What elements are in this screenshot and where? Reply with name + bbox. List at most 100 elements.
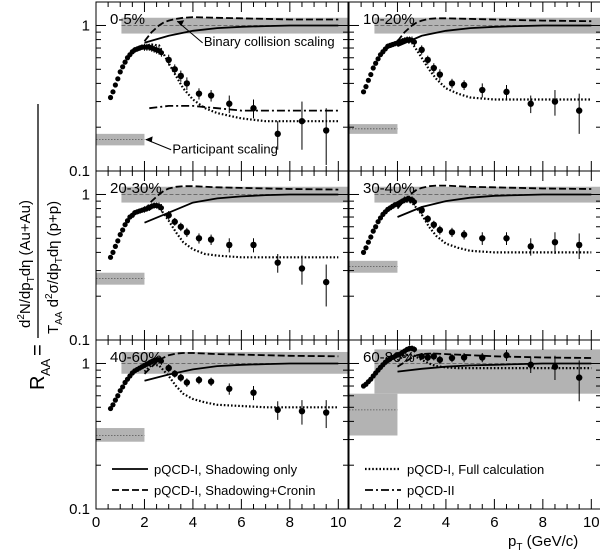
data-point [436,71,444,78]
data-point [322,409,330,416]
data-point [527,100,534,107]
y-tick-label: 0.1 [69,501,90,518]
data-point [207,378,215,385]
binary-scaling-band [121,351,348,374]
data-point [250,105,257,112]
data-point [177,223,185,230]
data-point [418,353,425,360]
data-point [115,393,121,399]
ylabel-equals: = [27,344,49,356]
data-point [112,82,118,88]
panel-grid: 0.1 1 0-5% Binary collision scaling Particip… [69,1,600,531]
x-tick-label: 2 [393,514,401,531]
centrality-label: 30-40% [363,180,415,197]
data-point [575,374,583,381]
curve-full-calculation [397,40,592,101]
data-point [122,59,128,65]
curve-shadowing-only [397,24,592,48]
data-point [120,64,126,70]
data-point [448,80,456,87]
data-point [370,228,376,234]
annotation-binary: Binary collision scaling [204,34,335,49]
data-point [479,354,486,361]
centrality-label: 20-30% [110,180,162,197]
panel-20-30%: 0.1 1 20-30% [69,170,349,349]
data-point [322,127,330,134]
data-point [551,238,559,246]
data-point [298,407,306,415]
data-point [250,241,257,249]
data-point [527,243,534,250]
binary-scaling-band [374,17,600,34]
data-point [375,219,381,225]
data-point [177,374,185,381]
data-point [195,235,203,242]
data-point [112,243,118,249]
data-point [418,206,425,214]
panel-frame [348,339,600,510]
data-point [479,86,486,94]
data-point [165,212,172,219]
data-point [115,238,121,244]
curve-shadowing-cronin [396,17,592,42]
data-point [418,46,425,54]
data-point [165,364,172,372]
data-point [274,406,281,414]
curve-full-calculation [143,363,339,409]
panel-30-40%: 30-40% [348,170,600,341]
data-point [110,402,116,408]
data-point [124,218,131,224]
ylabel-raa-sub: AA [38,358,53,376]
data-point [117,388,123,394]
data-point [460,354,468,361]
data-point [370,65,376,71]
data-point [375,56,381,62]
data-point [120,227,126,233]
data-point [183,80,191,87]
data-point [430,221,438,228]
data-point [250,389,257,396]
centrality-label: 40-60% [110,349,162,366]
x-axis-label: pT (GeV/c) [508,533,578,551]
y-tick-label: 0.1 [69,332,90,349]
participant-scaling-band [349,393,398,436]
data-point [183,229,191,236]
panel-10-20%: 10-20% [348,1,600,172]
data-point [177,72,185,80]
x-tick-label: 4 [442,514,450,531]
data-point [360,89,367,95]
x-tick-label: 6 [237,514,245,531]
data-point [298,117,306,125]
data-point [195,90,203,97]
data-point [551,363,559,370]
data-point [171,218,178,225]
data-point [226,241,233,249]
data-point [298,265,306,272]
data-point [117,232,123,238]
data-point [411,199,418,205]
annotations: Binary collision scaling Participant scal… [145,20,335,156]
participant-scaling-band [96,428,145,442]
curve-shadowing-cronin [397,352,592,368]
data-point [503,352,510,359]
data-point [365,239,371,245]
curve-full-calculation [143,204,339,259]
data-point [122,222,128,228]
data-point [575,241,583,249]
data-point [274,259,281,266]
data-point [373,60,379,66]
annotation-arrowhead [177,20,185,27]
panel-frame [95,339,349,510]
data-point [226,385,233,392]
data-point [165,56,172,64]
x-tick-label: 10 [583,514,600,531]
curve-shadowing-only [144,24,339,44]
data-point [460,231,468,238]
curve-shadowing-only [144,193,339,224]
legend-label: pQCD-I, Shadowing only [154,462,298,477]
x-tick-label: 2 [140,514,148,531]
curve-pqcd-ii [149,105,339,112]
data-point [527,361,534,368]
data-point [363,84,369,90]
